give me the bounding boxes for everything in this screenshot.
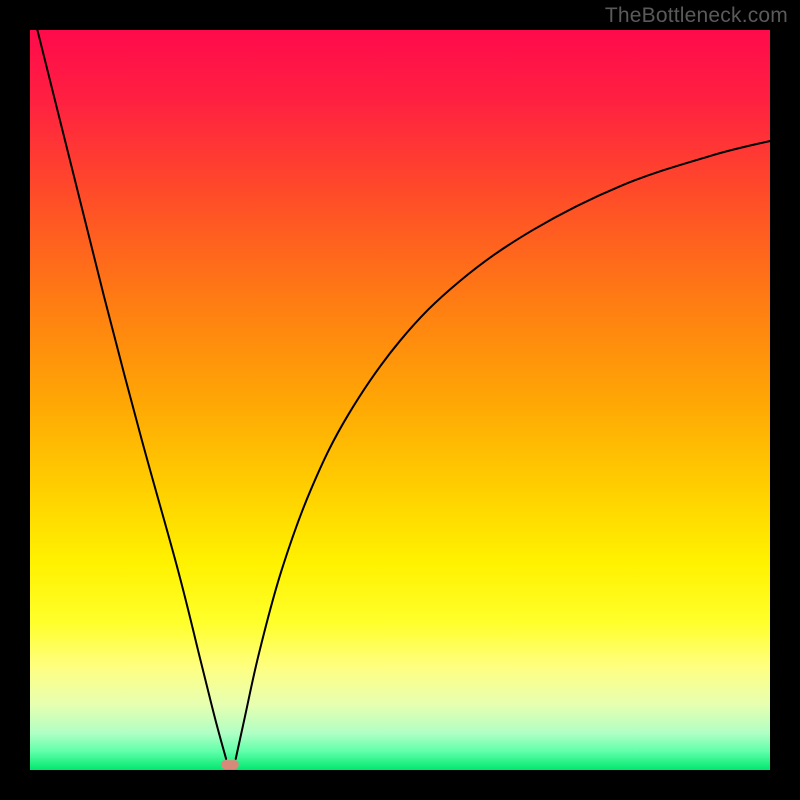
- chart-stage: TheBottleneck.com: [0, 0, 800, 800]
- watermark-text: TheBottleneck.com: [605, 4, 788, 28]
- plot-area: [30, 30, 770, 770]
- optimum-marker: [221, 760, 239, 769]
- bottleneck-chart: [0, 0, 800, 800]
